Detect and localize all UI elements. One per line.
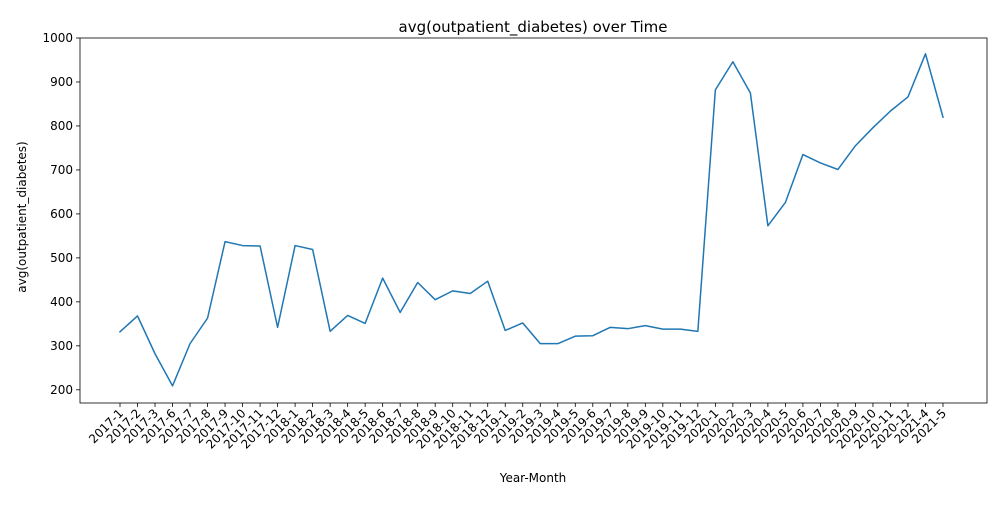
y-tick-label: 400 (50, 295, 73, 309)
y-tick-label: 800 (50, 119, 73, 133)
y-tick-label: 700 (50, 163, 73, 177)
y-tick-label: 300 (50, 339, 73, 353)
plot-frame (79, 37, 988, 404)
y-tick-label: 500 (50, 251, 73, 265)
chart-title: avg(outpatient_diabetes) over Time (399, 18, 668, 37)
x-axis-label: Year-Month (499, 471, 567, 485)
y-tick-label: 600 (50, 207, 73, 221)
plot-area: 20030040050060070080090010002017-12017-2… (42, 31, 988, 452)
y-axis-label: avg(outpatient_diabetes) (15, 141, 29, 292)
y-tick-label: 1000 (42, 31, 73, 45)
y-tick-label: 900 (50, 75, 73, 89)
y-tick-label: 200 (50, 383, 73, 397)
data-series-line (118, 53, 944, 387)
